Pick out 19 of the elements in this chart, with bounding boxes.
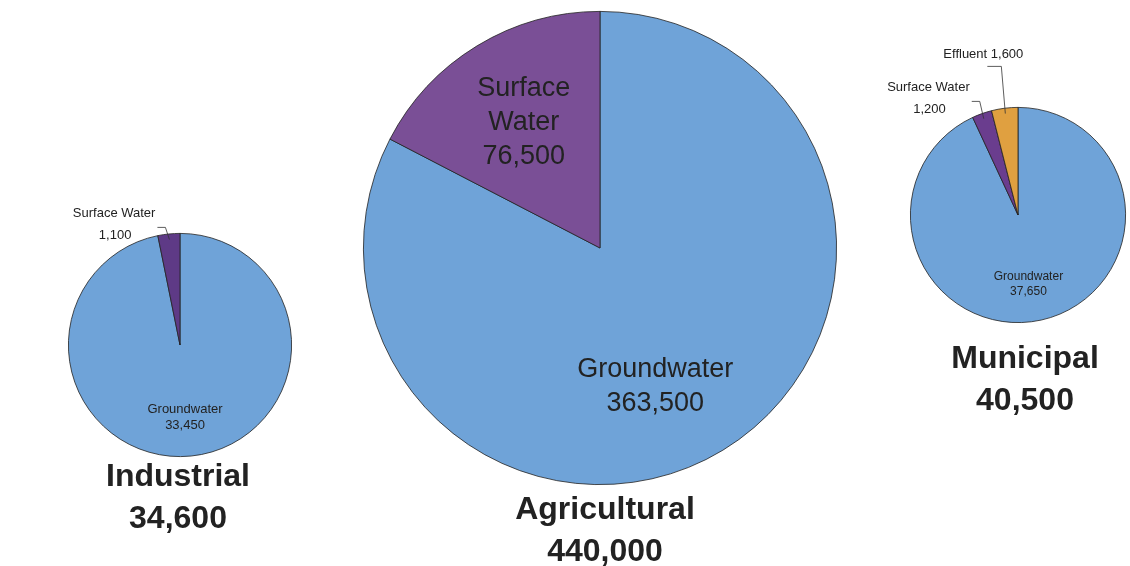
slice-label: Surface Water: [887, 78, 971, 94]
text: 40,500: [976, 380, 1074, 419]
slice-label: Surface Water: [72, 204, 157, 220]
slice-label: Groundwater: [147, 400, 224, 416]
data-label: 1,200: [913, 100, 946, 116]
slice-label: Effluent 1,600: [943, 45, 1024, 61]
slice-label: Groundwater: [577, 352, 734, 383]
text: 34,600: [129, 498, 227, 537]
data-label: 76,500: [482, 139, 566, 170]
slice-label: Surface Water: [477, 72, 571, 137]
data-label: 363,500: [606, 386, 705, 417]
text: Municipal: [951, 338, 1099, 377]
text: Agricultural: [515, 489, 695, 528]
text: 440,000: [547, 531, 663, 566]
data-label: 37,650: [1010, 283, 1048, 298]
data-label: 33,450: [165, 416, 205, 432]
slice-label: Groundwater: [993, 268, 1064, 283]
text: Industrial: [105, 456, 251, 495]
data-label: 1,100: [98, 226, 132, 242]
